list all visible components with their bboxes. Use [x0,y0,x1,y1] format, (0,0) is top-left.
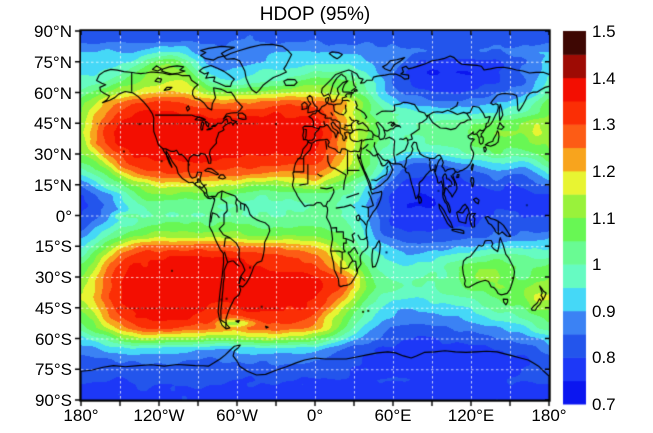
lat-tick-label: 60°N [34,83,72,103]
lon-tick-label: 120°W [133,406,185,425]
colorbar-tick-label: 1.3 [592,115,616,135]
colorbar-tick-label: 1.4 [592,68,616,88]
lat-tick-label: 45°S [34,298,72,318]
colorbar-tick-label: 1.1 [592,208,616,228]
lat-tick-label: 15°N [34,175,72,195]
lat-tick-label: 90°S [34,391,72,410]
colorbar-tick-label: 0.7 [592,395,616,414]
colorbar-tick-label: 0.9 [592,301,616,321]
colorbar-tick-label: 1.2 [592,161,616,181]
lon-tick-label: 60°E [374,406,412,425]
colorbar-tick-label: 1.5 [592,22,616,41]
lat-tick-label: 45°N [34,114,72,134]
lat-tick-label: 0° [55,206,72,226]
lat-tick-label: 75°N [34,52,72,72]
colorbar-tick-label: 0.8 [592,348,616,368]
lon-tick-label: 0° [306,406,324,425]
lon-tick-label: 180° [531,406,567,425]
lat-tick-label: 90°N [34,22,72,41]
lon-tick-label: 180° [63,406,99,425]
lon-tick-label: 120°E [447,406,495,425]
lon-tick-label: 60°W [216,406,258,425]
lat-tick-label: 15°S [34,237,72,257]
lat-tick-label: 30°S [34,268,72,287]
lat-tick-label: 75°S [34,360,72,380]
colorbar-tick-label: 1 [592,255,602,275]
chart-title: HDOP (95%) [259,4,371,25]
lat-tick-label: 60°S [34,329,72,349]
lat-tick-label: 30°N [34,145,72,164]
